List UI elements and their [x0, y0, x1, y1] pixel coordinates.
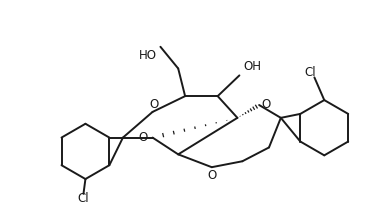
Text: O: O	[149, 98, 158, 111]
Text: Cl: Cl	[78, 192, 89, 205]
Text: OH: OH	[243, 60, 261, 73]
Text: O: O	[261, 98, 271, 110]
Text: Cl: Cl	[305, 66, 316, 79]
Text: HO: HO	[139, 49, 156, 62]
Text: O: O	[139, 131, 147, 144]
Text: O: O	[207, 169, 216, 182]
